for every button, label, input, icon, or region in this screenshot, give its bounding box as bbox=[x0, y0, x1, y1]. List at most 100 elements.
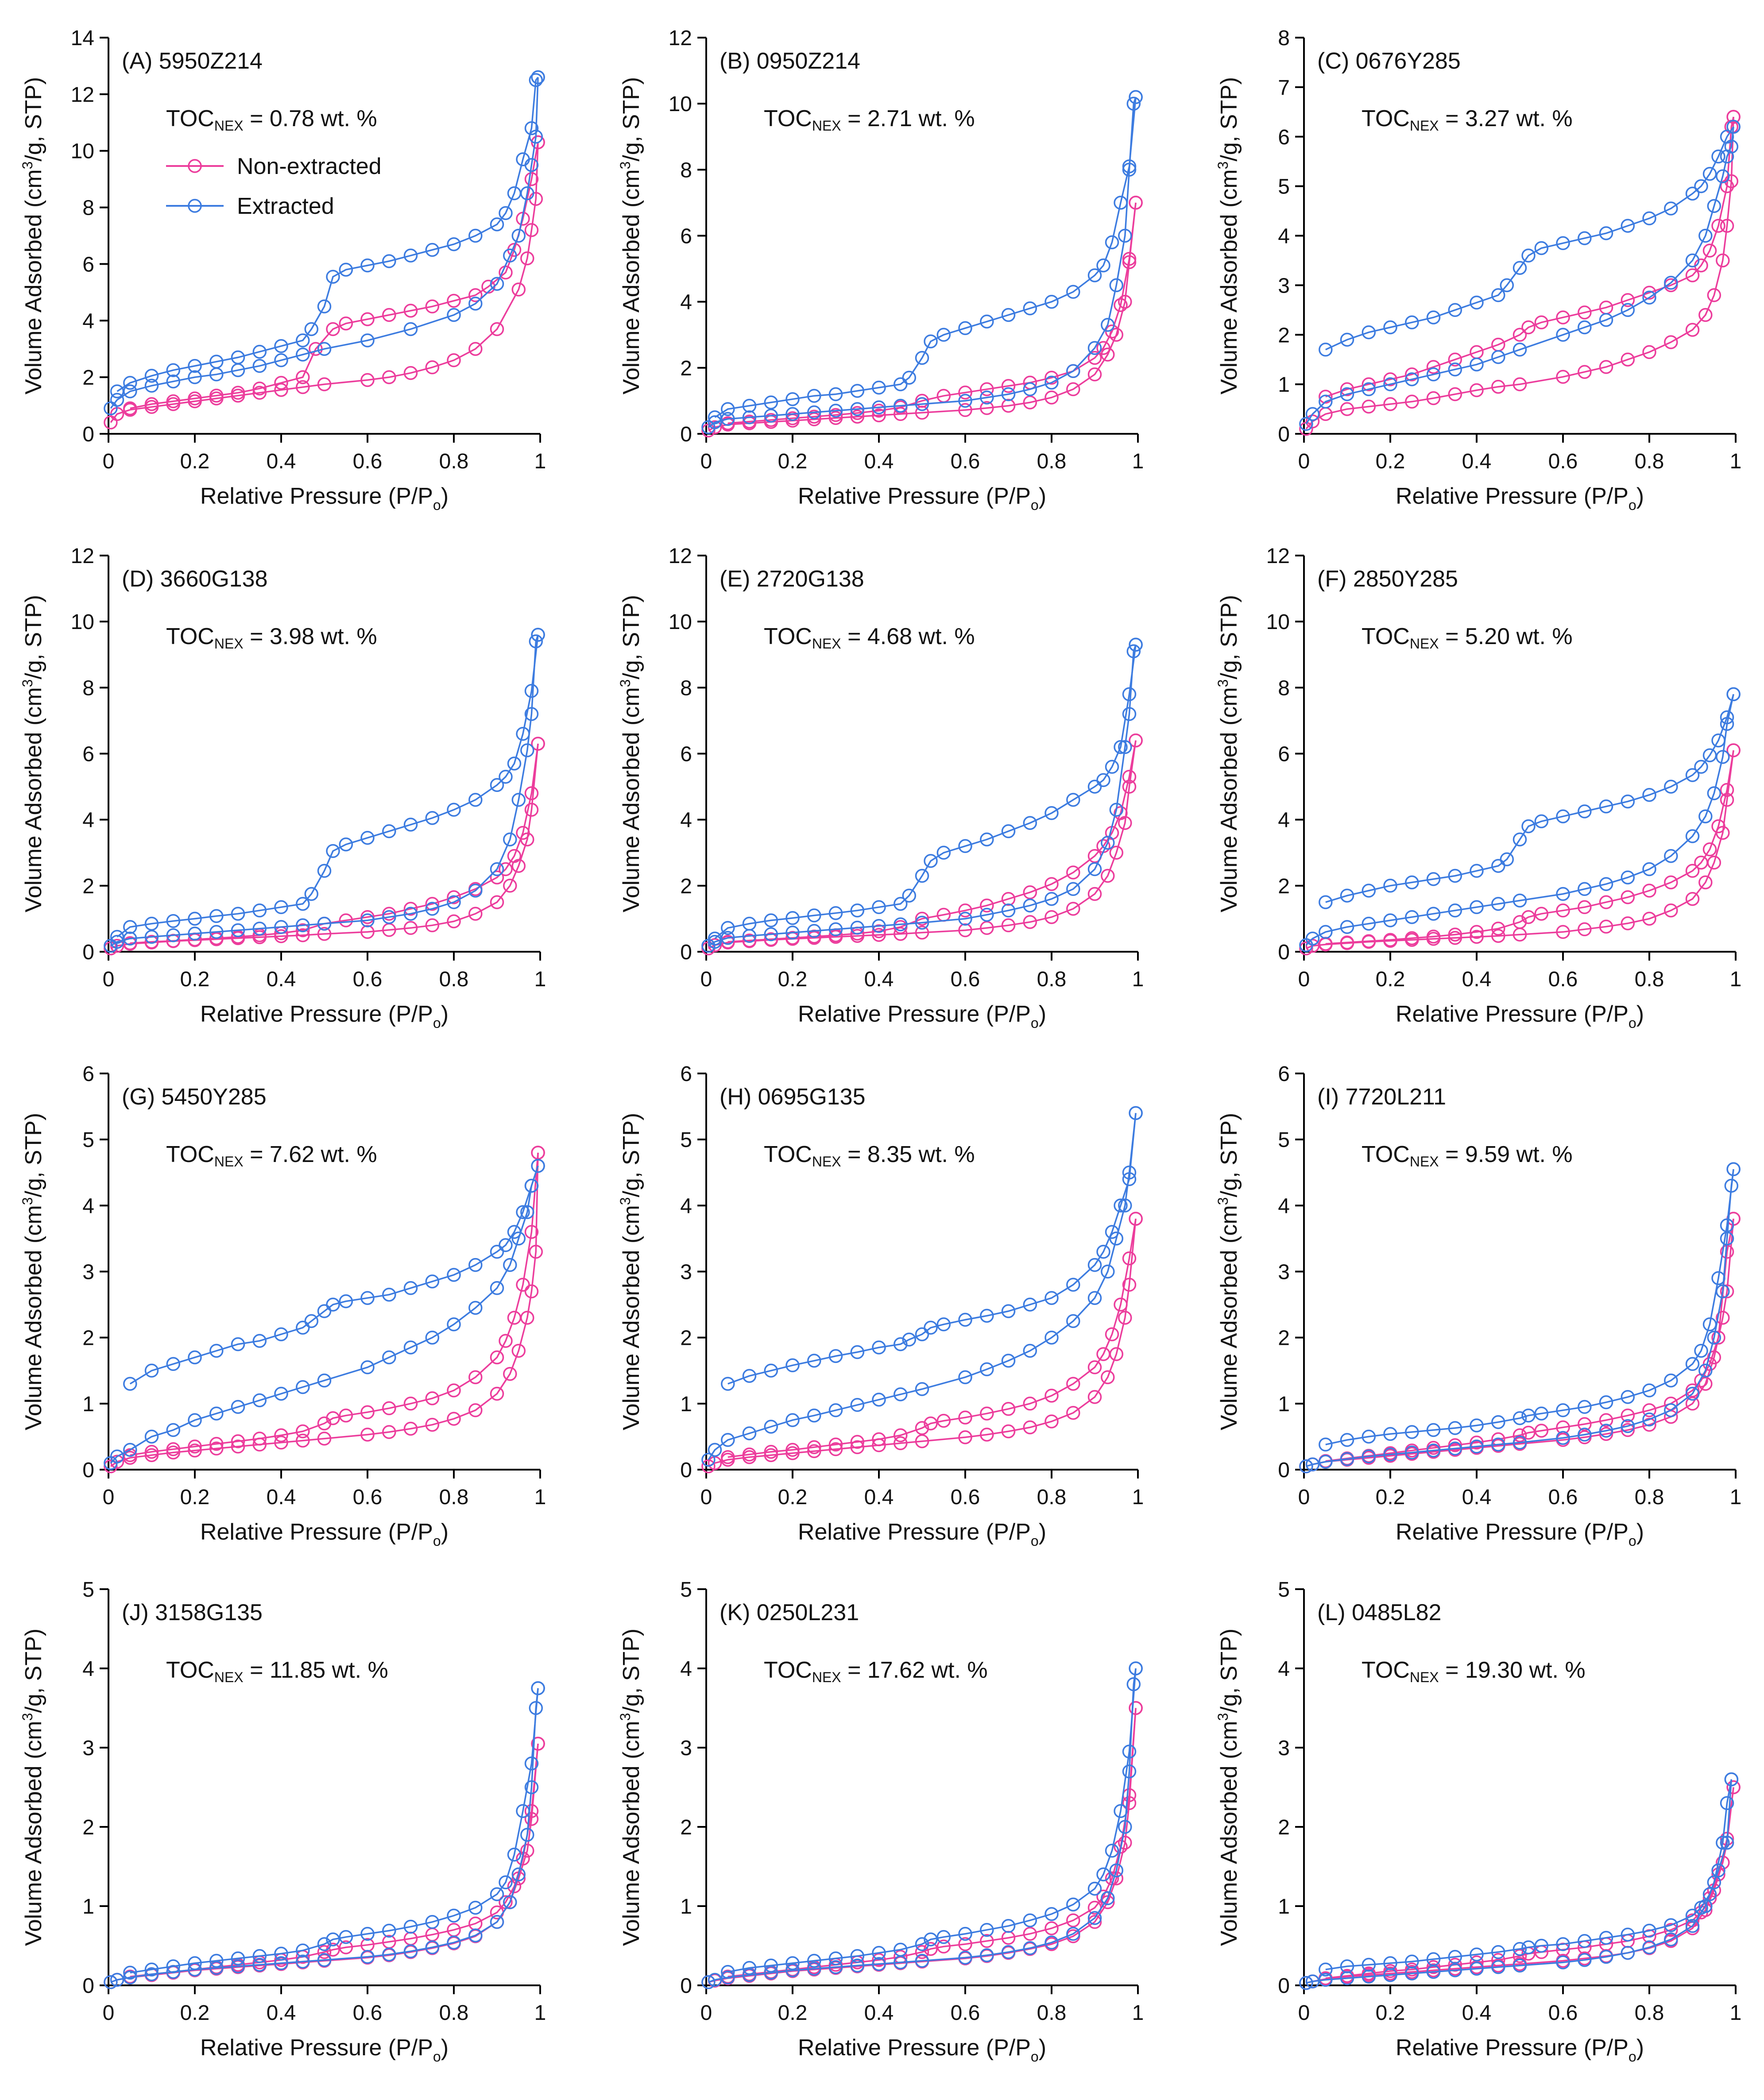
data-point-extracted-desorption bbox=[1578, 804, 1592, 818]
data-point-extracted-adsorption bbox=[274, 1956, 288, 1970]
data-point-extracted-adsorption bbox=[1556, 1431, 1570, 1445]
data-point-extracted-adsorption bbox=[894, 398, 908, 413]
x-axis-label-close: ) bbox=[1039, 2035, 1046, 2061]
data-point-extracted-desorption bbox=[1023, 301, 1037, 316]
x-axis-label-main: Relative Pressure (P/P bbox=[798, 483, 1031, 509]
data-point-extracted-adsorption bbox=[1642, 290, 1656, 305]
data-point-non-extracted-adsorption bbox=[520, 251, 534, 266]
panel-title: (K) 0250L231 bbox=[720, 1600, 859, 1625]
data-point-extracted-desorption bbox=[166, 1959, 181, 1973]
data-point-extracted-desorption bbox=[499, 206, 513, 220]
data-point-non-extracted-adsorption bbox=[296, 380, 310, 394]
panel-title: (I) 7720L211 bbox=[1317, 1084, 1446, 1110]
y-tick-label: 10 bbox=[1266, 610, 1290, 634]
data-point-non-extracted-desorption bbox=[828, 408, 843, 422]
series-line-extracted-desorption bbox=[714, 97, 1137, 418]
data-point-non-extracted-adsorption bbox=[1707, 288, 1721, 302]
data-point-non-extracted-adsorption bbox=[1599, 1427, 1613, 1441]
toc-sub: NEX bbox=[1410, 1669, 1439, 1685]
data-point-extracted-adsorption bbox=[1685, 1386, 1700, 1401]
data-point-extracted-desorption bbox=[360, 1291, 375, 1305]
data-point-non-extracted-desorption bbox=[1726, 1780, 1741, 1795]
data-point-extracted-adsorption bbox=[1087, 862, 1102, 876]
data-point-non-extracted-desorption bbox=[1448, 352, 1462, 367]
data-point-extracted-desorption bbox=[188, 1350, 202, 1365]
toc-value: = 17.62 wt. % bbox=[841, 1657, 988, 1683]
x-tick-label: 1 bbox=[1730, 450, 1742, 473]
data-point-extracted-desorption bbox=[1694, 760, 1708, 774]
x-axis-label-main: Relative Pressure (P/P bbox=[1396, 1001, 1629, 1027]
data-point-non-extracted-adsorption bbox=[490, 1386, 504, 1401]
data-point-extracted-adsorption bbox=[1383, 913, 1397, 927]
data-point-extracted-adsorption bbox=[708, 415, 722, 429]
data-point-non-extracted-adsorption bbox=[231, 1440, 245, 1454]
toc-value: = 5.20 wt. % bbox=[1439, 624, 1573, 649]
y-tick-label: 1 bbox=[680, 1393, 692, 1416]
data-point-non-extracted-adsorption bbox=[403, 921, 418, 935]
data-point-extracted-desorption bbox=[764, 913, 778, 927]
data-point-extracted-adsorption bbox=[1362, 1449, 1376, 1463]
data-point-extracted-desorption bbox=[1711, 149, 1725, 164]
data-point-non-extracted-desorption bbox=[1513, 1428, 1527, 1443]
data-point-extracted-adsorption bbox=[958, 394, 972, 408]
data-point-non-extracted-desorption bbox=[958, 903, 972, 918]
data-point-extracted-desorption bbox=[915, 869, 929, 883]
data-point-extracted-desorption bbox=[296, 1320, 310, 1335]
data-point-extracted-adsorption bbox=[252, 1957, 267, 1972]
data-point-extracted-desorption bbox=[1694, 179, 1708, 193]
data-point-non-extracted-adsorption bbox=[1642, 911, 1656, 926]
data-point-non-extracted-adsorption bbox=[520, 1843, 534, 1858]
data-point-extracted-adsorption bbox=[850, 402, 865, 416]
data-point-non-extracted-desorption bbox=[1066, 865, 1080, 880]
data-point-extracted-adsorption bbox=[403, 322, 418, 336]
data-point-extracted-desorption bbox=[1023, 816, 1037, 830]
data-point-extracted-desorption bbox=[1426, 1952, 1441, 1966]
data-point-non-extracted-desorption bbox=[531, 737, 545, 751]
data-point-extracted-desorption bbox=[1105, 760, 1119, 774]
data-point-non-extracted-adsorption bbox=[403, 366, 418, 380]
data-point-non-extracted-adsorption bbox=[1087, 1390, 1102, 1404]
data-point-extracted-desorption bbox=[166, 363, 181, 377]
data-point-extracted-adsorption bbox=[425, 1330, 440, 1345]
data-point-extracted-desorption bbox=[1470, 295, 1484, 310]
data-point-extracted-desorption bbox=[425, 1915, 440, 1929]
data-point-non-extracted-desorption bbox=[274, 376, 288, 390]
panel-title: (H) 0695G135 bbox=[720, 1084, 866, 1110]
data-point-extracted-desorption bbox=[1362, 1429, 1376, 1444]
data-point-extracted-desorption bbox=[1023, 1297, 1037, 1312]
data-point-non-extracted-adsorption bbox=[511, 282, 526, 297]
data-point-non-extracted-desorption bbox=[447, 293, 461, 308]
data-point-extracted-adsorption bbox=[1305, 1457, 1320, 1471]
data-point-non-extracted-desorption bbox=[894, 1428, 908, 1443]
data-point-extracted-adsorption bbox=[1319, 1973, 1333, 1987]
data-point-non-extracted-adsorption bbox=[1685, 323, 1700, 337]
data-point-extracted-desorption bbox=[447, 1268, 461, 1282]
data-point-non-extracted-adsorption bbox=[1044, 910, 1059, 924]
data-point-extracted-desorption bbox=[490, 1887, 504, 1901]
data-point-extracted-desorption bbox=[1521, 248, 1536, 263]
data-point-extracted-adsorption bbox=[123, 931, 137, 946]
data-point-extracted-adsorption bbox=[701, 1452, 716, 1467]
data-point-extracted-desorption bbox=[894, 1942, 908, 1957]
data-point-extracted-adsorption bbox=[524, 707, 539, 721]
data-point-non-extracted-adsorption bbox=[915, 925, 929, 940]
data-point-extracted-adsorption bbox=[850, 920, 865, 935]
y-tick-label: 4 bbox=[82, 309, 94, 333]
data-point-extracted-desorption bbox=[785, 1956, 800, 1970]
data-point-non-extracted-desorption bbox=[339, 913, 353, 927]
toc-label: TOCNEX = 3.27 wt. % bbox=[1362, 106, 1573, 134]
data-point-extracted-desorption bbox=[317, 299, 332, 314]
data-point-extracted-adsorption bbox=[1599, 877, 1613, 891]
data-point-extracted-adsorption bbox=[1599, 1424, 1613, 1438]
data-point-extracted-adsorption bbox=[1491, 1437, 1505, 1452]
x-tick-label: 0.4 bbox=[1462, 1486, 1492, 1509]
data-point-extracted-desorption bbox=[144, 1363, 159, 1378]
data-point-extracted-adsorption bbox=[503, 832, 517, 847]
x-tick-label: 0.8 bbox=[1037, 968, 1067, 991]
data-point-extracted-desorption bbox=[1720, 710, 1734, 725]
data-point-extracted-adsorption bbox=[1716, 169, 1730, 184]
data-point-non-extracted-desorption bbox=[1340, 382, 1354, 397]
data-point-extracted-desorption bbox=[1340, 1433, 1354, 1447]
toc-prefix: TOC bbox=[1362, 1142, 1410, 1167]
data-point-extracted-adsorption bbox=[1642, 862, 1656, 876]
